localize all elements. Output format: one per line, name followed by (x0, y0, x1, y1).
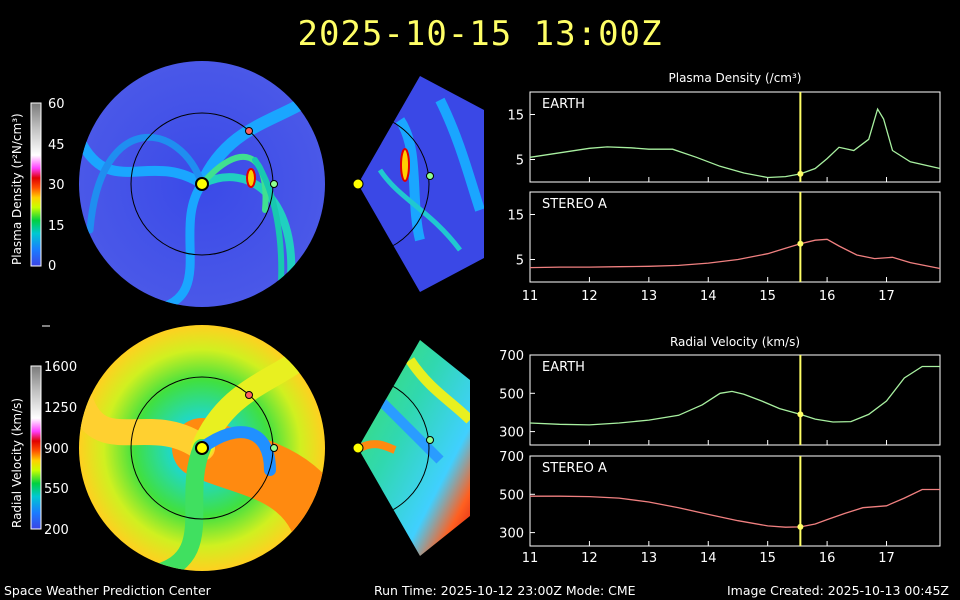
series-line (530, 488, 940, 528)
velocity-colorbar-tick: 900 (44, 442, 69, 457)
density-ecliptic-disk (79, 61, 325, 307)
density-meridional-wedge (352, 76, 484, 292)
density-colorbar-label: Plasma Density (r²N/cm³) (10, 113, 24, 265)
panel-label: STEREO A (542, 197, 607, 212)
panel-label: STEREO A (542, 461, 607, 476)
velocity-colorbar-tick: 550 (44, 482, 69, 497)
y-tick-label: 700 (499, 450, 524, 465)
current-value-point (797, 170, 804, 177)
x-tick-label: 11 (522, 551, 539, 566)
velocity-meridional-wedge (352, 340, 470, 556)
y-tick-label: 5 (516, 254, 524, 269)
x-tick-label: 14 (700, 551, 717, 566)
y-tick-label: 300 (499, 527, 524, 542)
series-line (529, 107, 941, 179)
velocity-colorbar-tick: 200 (44, 523, 69, 538)
y-tick-label: 15 (507, 109, 524, 124)
x-tick-label: 15 (759, 289, 776, 304)
y-tick-label: 500 (499, 387, 524, 402)
x-tick-label: 13 (641, 289, 658, 304)
x-tick-label: 15 (759, 551, 776, 566)
velocity-ecliptic-disk (79, 325, 325, 571)
x-tick-label: 17 (878, 551, 895, 566)
density-colorbar-tick: 60 (48, 97, 65, 112)
timeseries-charts: Plasma Density (/cm³) EARTH 15 5 STEREO A 15 5… (499, 71, 941, 566)
series-line (529, 238, 941, 270)
panel-frame (529, 91, 941, 183)
x-tick-label: 12 (581, 551, 598, 566)
density-colorbar: Plasma Density (r²N/cm³) 60 45 30 15 0 (10, 97, 65, 274)
y-tick-label: 15 (507, 209, 524, 224)
x-tick-label: 13 (641, 551, 658, 566)
x-tick-label: 16 (819, 551, 836, 566)
panel-label: EARTH (542, 360, 585, 375)
page-title: 2025-10-15 13:00Z (297, 14, 663, 54)
panel-frame (529, 354, 941, 446)
current-value-point (797, 523, 804, 530)
footer-agency: Space Weather Prediction Center (4, 583, 211, 598)
velocity-colorbar-tick: 1250 (44, 401, 77, 416)
y-tick-label: 500 (499, 488, 524, 503)
density-colorbar-tick: 30 (48, 178, 65, 193)
density-colorbar-tick: 45 (48, 138, 65, 153)
series-line (529, 365, 940, 426)
density-colorbar-tick: 15 (48, 219, 65, 234)
x-tick-label: 14 (700, 289, 717, 304)
x-tick-label: 11 (522, 289, 539, 304)
x-tick-label: 12 (581, 289, 598, 304)
chart-title: Radial Velocity (km/s) (670, 335, 800, 349)
x-tick-label: 17 (878, 289, 895, 304)
y-tick-label: 700 (499, 349, 524, 364)
velocity-colorbar: Radial Velocity (km/s) 1600 1250 900 550… (10, 325, 77, 538)
panel-frame (529, 455, 941, 547)
velocity-colorbar-label: Radial Velocity (km/s) (10, 398, 24, 528)
chart-title: Plasma Density (/cm³) (669, 71, 802, 85)
current-value-point (797, 411, 804, 418)
panel-frame (529, 191, 941, 283)
footer-run-time: Run Time: 2025-10-12 23:00Z Mode: CME (374, 583, 636, 598)
velocity-colorbar-tick: 1600 (44, 360, 77, 375)
density-colorbar-tick: 0 (48, 259, 56, 274)
y-tick-label: 300 (499, 426, 524, 441)
x-tick-label: 16 (819, 289, 836, 304)
y-tick-label: 5 (516, 154, 524, 169)
panel-label: EARTH (542, 97, 585, 112)
current-value-point (797, 240, 804, 247)
footer-image-created: Image Created: 2025-10-13 00:45Z (727, 583, 949, 598)
